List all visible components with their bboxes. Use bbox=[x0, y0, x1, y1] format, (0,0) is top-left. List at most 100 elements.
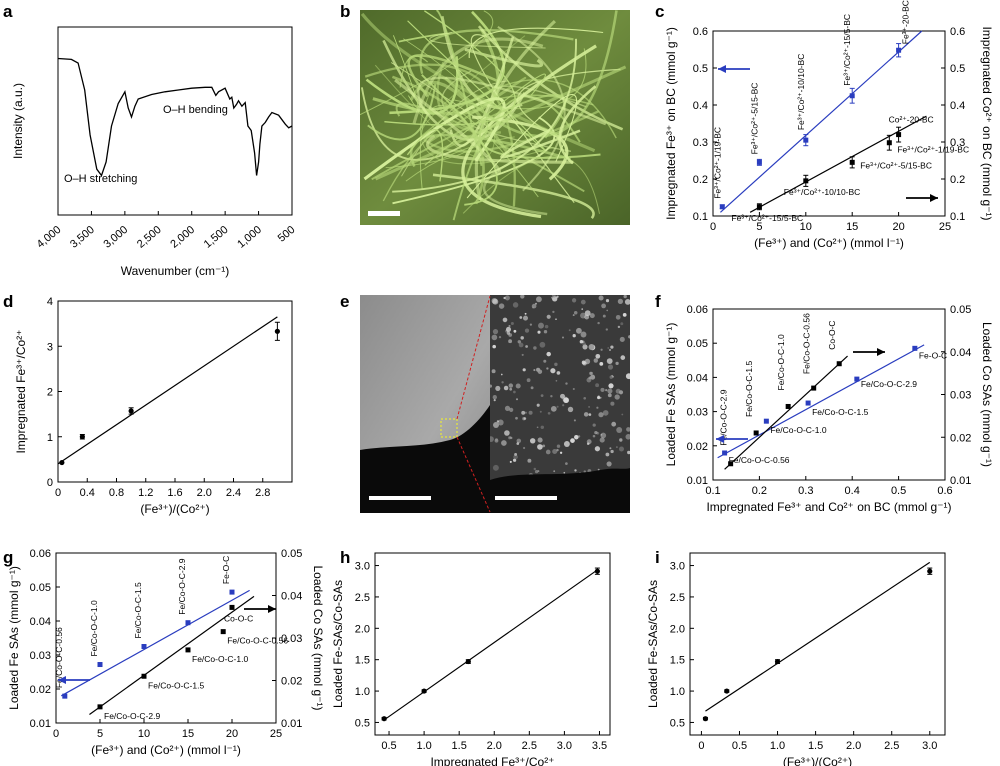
y-tick-label-i: 3.0 bbox=[670, 561, 685, 573]
tem-bright-spot bbox=[555, 318, 557, 321]
x-tick-label-c: 25 bbox=[939, 221, 951, 233]
data-label-g: Fe/Co-O-C-1.5 bbox=[148, 680, 204, 690]
y-tick-label-h: 2.5 bbox=[355, 592, 370, 604]
data-point-c bbox=[849, 159, 855, 165]
data-label-f: Fe-O-C bbox=[919, 350, 947, 360]
tem-bright-spot bbox=[503, 296, 506, 300]
x-axis-label-a: Wavenumber (cm⁻¹) bbox=[121, 264, 230, 278]
panel-letter-i: i bbox=[655, 548, 660, 567]
plot-frame-d bbox=[57, 300, 293, 483]
data-point-g bbox=[62, 693, 68, 699]
y-right-tick-label-g: 0.04 bbox=[281, 591, 302, 603]
tem-bright-spot bbox=[520, 336, 524, 340]
tem-bright-spot bbox=[508, 383, 514, 388]
tem-bright-spot bbox=[492, 328, 499, 335]
x-tick-label-d: 2.8 bbox=[255, 487, 270, 499]
tem-bright-spot bbox=[516, 398, 518, 401]
tem-bright-spot bbox=[602, 314, 606, 318]
x-axis-label-g: (Fe³⁺) and (Co²⁺) (mmol l⁻¹) bbox=[91, 743, 241, 757]
data-label-c: Fe³⁺/Co²⁺-1/19-BC bbox=[712, 127, 722, 199]
tem-bright-spot bbox=[524, 411, 528, 414]
tem-bright-spot bbox=[582, 340, 585, 344]
x-tick-label-g: 10 bbox=[138, 728, 150, 740]
tem-bright-spot bbox=[617, 298, 624, 305]
y-axis-label-a: Intensity (a.u.) bbox=[11, 83, 25, 159]
data-point-g bbox=[220, 629, 226, 635]
plot-frame-a bbox=[57, 26, 293, 216]
tem-bright-spot bbox=[573, 419, 576, 422]
tem-bright-spot bbox=[519, 316, 523, 319]
y-tick-label-i: 0.5 bbox=[670, 717, 685, 729]
chart-d: 0 0.4 0.8 1.2 1.6 2.0 2.4 2.8 0 1 2 3 4 (Fe³⁺)/(Co²⁺)… bbox=[14, 296, 293, 516]
tem-bright-spot bbox=[553, 470, 556, 473]
nanofiber-strand bbox=[426, 134, 574, 164]
y-tick-label-i: 1.0 bbox=[670, 686, 685, 698]
tem-bright-spot bbox=[493, 422, 499, 428]
y-tick-label-h: 3.0 bbox=[355, 561, 370, 573]
tem-bright-spot bbox=[610, 345, 614, 349]
tem-bright-spot bbox=[512, 302, 519, 308]
tem-bright-spot bbox=[609, 375, 613, 379]
nanofiber-strand bbox=[371, 93, 567, 181]
nanofiber-strand bbox=[365, 56, 459, 115]
tem-bright-spot bbox=[551, 295, 556, 298]
tem-bright-spot bbox=[522, 417, 526, 421]
x-axis-label-f: Impregnated Fe³⁺ and Co²⁺ on BC (mmol g⁻… bbox=[706, 500, 951, 514]
tem-bright-spot bbox=[546, 351, 551, 357]
y-tick-label-f: 0.01 bbox=[687, 475, 708, 487]
data-label-c: Fe³⁺/Co²⁺-5/15-BC bbox=[749, 83, 759, 155]
data-point-g bbox=[141, 644, 147, 649]
tem-bright-spot bbox=[524, 328, 530, 333]
tem-bright-spot bbox=[579, 339, 584, 344]
y-tick-label-g: 0.04 bbox=[30, 616, 51, 628]
y-tick-label-d: 4 bbox=[47, 296, 53, 308]
fit-line-g bbox=[60, 589, 250, 697]
tem-bright-spot bbox=[502, 317, 508, 323]
tem-bright-spot bbox=[582, 361, 587, 366]
tem-bright-spot bbox=[562, 404, 565, 407]
tem-bright-spot bbox=[513, 454, 518, 460]
tem-bright-spot bbox=[555, 379, 558, 382]
tem-bright-spot bbox=[616, 427, 623, 433]
tem-bright-spot bbox=[592, 423, 596, 427]
y-tick-label-i: 2.0 bbox=[670, 623, 685, 635]
tem-bright-spot bbox=[615, 446, 618, 449]
tem-bright-spot bbox=[509, 407, 514, 412]
tem-bright-spot bbox=[545, 449, 551, 455]
tem-bright-spot bbox=[538, 322, 544, 329]
tem-bright-spot bbox=[607, 393, 612, 398]
tem-bright-spot bbox=[556, 371, 561, 375]
tem-bright-spot bbox=[543, 359, 547, 363]
tem-bright-spot bbox=[582, 344, 588, 350]
nanofiber-strand bbox=[428, 76, 527, 144]
tem-bright-spot bbox=[588, 413, 592, 416]
tem-bright-spot bbox=[504, 295, 510, 301]
tem-bright-spot bbox=[605, 452, 610, 457]
y-tick-label-c: 0.1 bbox=[693, 211, 708, 223]
nanofiber-strand bbox=[452, 48, 587, 110]
x-axis-label-i: (Fe³⁺)/(Co²⁺) bbox=[783, 755, 852, 766]
data-label-g: Fe-O-C bbox=[221, 556, 231, 584]
nanofiber-strand bbox=[363, 97, 506, 181]
y-right-tick-label-f: 0.02 bbox=[950, 432, 971, 444]
nanofiber-strand bbox=[444, 10, 618, 138]
tem-bright-spot bbox=[498, 335, 502, 339]
plot-frame-h bbox=[374, 552, 611, 736]
tem-bright-spot bbox=[563, 441, 570, 447]
tem-bright-spot bbox=[492, 464, 499, 471]
x-tick-label-i: 2.0 bbox=[846, 740, 861, 752]
tem-bright-spot bbox=[575, 327, 582, 334]
tem-bright-spot bbox=[542, 444, 546, 448]
tem-bright-spot bbox=[619, 438, 623, 442]
y-right-tick-label-c: 0.2 bbox=[950, 174, 965, 186]
tem-bright-spot bbox=[574, 434, 579, 440]
tem-bright-spot bbox=[563, 397, 569, 404]
data-point-c bbox=[803, 178, 809, 184]
tem-bright-spot bbox=[498, 303, 505, 309]
tem-bright-spot bbox=[593, 358, 599, 363]
y-right-tick-label-f: 0.03 bbox=[950, 390, 971, 402]
tem-bright-spot bbox=[536, 426, 539, 429]
tem-bright-spot bbox=[522, 368, 526, 372]
tem-bright-spot bbox=[621, 413, 624, 416]
x-tick-label-h: 3.5 bbox=[592, 740, 607, 752]
